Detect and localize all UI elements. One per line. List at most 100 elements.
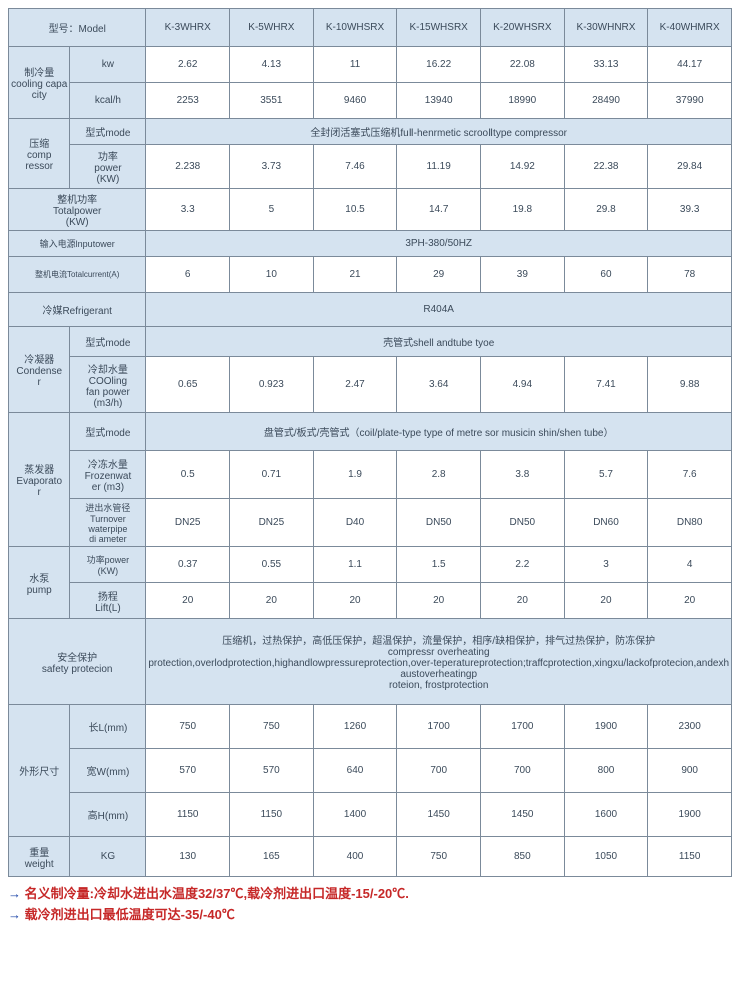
- refrigerant-val: R404A: [146, 293, 732, 327]
- label-weight-unit: KG: [70, 837, 146, 877]
- table-cell: 4: [648, 547, 732, 583]
- table-cell: 570: [230, 749, 314, 793]
- table-cell: 700: [481, 749, 565, 793]
- label-safety: 安全保护safety protecion: [9, 619, 146, 705]
- spec-table: 型号：Model K-3WHRX K-5WHRX K-10WHSRX K-15W…: [8, 8, 732, 877]
- table-cell: 78: [648, 257, 732, 293]
- table-cell: 18990: [481, 83, 565, 119]
- table-cell: 7.41: [564, 357, 648, 413]
- label-condenser: 冷凝器Condenser: [9, 327, 70, 413]
- table-cell: 0.65: [146, 357, 230, 413]
- table-cell: 2253: [146, 83, 230, 119]
- label-weight: 重量weight: [9, 837, 70, 877]
- table-cell: 3.64: [397, 357, 481, 413]
- table-cell: 21: [313, 257, 397, 293]
- table-cell: 2300: [648, 705, 732, 749]
- table-cell: 60: [564, 257, 648, 293]
- table-cell: 0.55: [230, 547, 314, 583]
- table-cell: 3.8: [481, 451, 565, 499]
- label-evap-mode: 型式mode: [70, 413, 146, 451]
- table-cell: 7.6: [648, 451, 732, 499]
- label-evap-frozen: 冷冻水量Frozenwater (m3): [70, 451, 146, 499]
- evaporator-mode-text: 盘管式/板式/壳管式（coil/plate-type type of metre…: [146, 413, 732, 451]
- table-cell: 1700: [481, 705, 565, 749]
- label-total-power: 整机功率Totalpower(KW): [9, 189, 146, 231]
- table-cell: 44.17: [648, 47, 732, 83]
- table-cell: 0.923: [230, 357, 314, 413]
- table-cell: DN50: [481, 499, 565, 547]
- table-cell: 1050: [564, 837, 648, 877]
- label-cond-mode: 型式mode: [70, 327, 146, 357]
- table-cell: 3.73: [230, 145, 314, 189]
- model-col: K-30WHNRX: [564, 9, 648, 47]
- table-cell: 5.7: [564, 451, 648, 499]
- table-cell: 0.37: [146, 547, 230, 583]
- table-cell: 2.62: [146, 47, 230, 83]
- note-1: → 名义制冷量:冷却水进出水温度32/37℃,载冷剂进出口温度-15/-20℃.: [8, 883, 732, 902]
- table-cell: 1260: [313, 705, 397, 749]
- table-cell: 20: [230, 583, 314, 619]
- model-col: K-3WHRX: [146, 9, 230, 47]
- label-pump-lift: 扬程Lift(L): [70, 583, 146, 619]
- table-cell: 1150: [230, 793, 314, 837]
- note-2-text: 载冷剂进出口最低温度可达-35/-40℃: [25, 907, 235, 922]
- note-1-text: 名义制冷量:冷却水进出水温度32/37℃,载冷剂进出口温度-15/-20℃.: [25, 886, 409, 901]
- table-cell: 2.8: [397, 451, 481, 499]
- label-dims: 外形尺寸: [9, 705, 70, 837]
- table-cell: DN25: [146, 499, 230, 547]
- table-cell: 37990: [648, 83, 732, 119]
- arrow-icon: →: [8, 886, 21, 901]
- table-cell: 29: [397, 257, 481, 293]
- compressor-mode-text: 全封闭活塞式压缩机fuⅡ-henrmetic scrooⅡtype compre…: [146, 119, 732, 145]
- table-cell: DN60: [564, 499, 648, 547]
- label-dim-H: 高H(mm): [70, 793, 146, 837]
- safety-text: 压缩机，过热保护，高低压保护，超温保护，流量保护，相序/缺相保护，排气过热保护，…: [146, 619, 732, 705]
- table-cell: 750: [397, 837, 481, 877]
- label-evaporator: 蒸发器Evaporator: [9, 413, 70, 547]
- input-power-val: 3PH-380/50HZ: [146, 231, 732, 257]
- table-cell: 14.92: [481, 145, 565, 189]
- table-cell: 1900: [564, 705, 648, 749]
- label-evap-pipe: 进出水管径Turnoverwaterpipedi ameter: [70, 499, 146, 547]
- label-pump: 水泵pump: [9, 547, 70, 619]
- arrow-icon: →: [8, 907, 21, 922]
- label-total-current: 整机电流Totalcurrent(A): [9, 257, 146, 293]
- table-cell: DN50: [397, 499, 481, 547]
- table-cell: 0.5: [146, 451, 230, 499]
- model-col: K-15WHSRX: [397, 9, 481, 47]
- label-comp-power: 功率power(KW): [70, 145, 146, 189]
- table-cell: 20: [481, 583, 565, 619]
- table-cell: 29.8: [564, 189, 648, 231]
- table-cell: 20: [397, 583, 481, 619]
- model-col: K-20WHSRX: [481, 9, 565, 47]
- table-cell: 0.71: [230, 451, 314, 499]
- table-cell: 800: [564, 749, 648, 793]
- table-cell: 900: [648, 749, 732, 793]
- table-cell: 20: [648, 583, 732, 619]
- table-cell: 850: [481, 837, 565, 877]
- table-cell: 22.08: [481, 47, 565, 83]
- table-cell: 3.3: [146, 189, 230, 231]
- table-cell: 570: [146, 749, 230, 793]
- table-cell: 1.9: [313, 451, 397, 499]
- label-dim-W: 宽W(mm): [70, 749, 146, 793]
- table-cell: 1900: [648, 793, 732, 837]
- label-cooling-capacity: 制冷量cooling capacity: [9, 47, 70, 119]
- table-cell: 1450: [397, 793, 481, 837]
- notes: → 名义制冷量:冷却水进出水温度32/37℃,载冷剂进出口温度-15/-20℃.…: [8, 883, 732, 923]
- table-cell: 20: [564, 583, 648, 619]
- label-refrigerant: 冷媒Refrigerant: [9, 293, 146, 327]
- model-col: K-5WHRX: [230, 9, 314, 47]
- label-pump-power: 功率power(KW): [70, 547, 146, 583]
- table-cell: 2.47: [313, 357, 397, 413]
- model-col: K-40WHMRX: [648, 9, 732, 47]
- table-cell: 1700: [397, 705, 481, 749]
- model-col: K-10WHSRX: [313, 9, 397, 47]
- table-cell: 5: [230, 189, 314, 231]
- table-cell: 20: [146, 583, 230, 619]
- header-model: 型号：Model: [9, 9, 146, 47]
- table-cell: 750: [230, 705, 314, 749]
- table-cell: 14.7: [397, 189, 481, 231]
- table-cell: 1150: [146, 793, 230, 837]
- table-cell: 10.5: [313, 189, 397, 231]
